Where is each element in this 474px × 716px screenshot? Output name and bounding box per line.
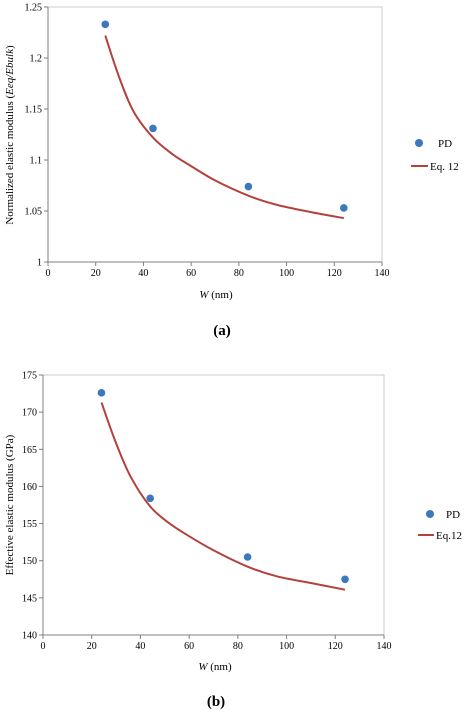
legend-label-pd: PD xyxy=(446,509,460,521)
x-tick-label: 80 xyxy=(233,641,243,652)
data-point-pd xyxy=(146,494,154,503)
legend-marker-pd xyxy=(415,139,423,147)
data-point-pd xyxy=(101,20,110,29)
chart-panel-a: 0 20 40 60 80 100 120 140 1 1.05 1.1 1.15 1.2 1.25 No… xyxy=(4,3,459,340)
y-tick-label: 1 xyxy=(37,258,42,269)
plot-area xyxy=(42,374,385,636)
x-tick-label: 40 xyxy=(135,641,145,652)
y-tick-label: 1.25 xyxy=(25,3,43,14)
y-tick-label: 140 xyxy=(22,631,37,642)
axes: 0 20 40 60 80 100 120 140 140 145 150 155 160 165 170 1… xyxy=(22,371,392,653)
x-tick-label: 0 xyxy=(41,641,46,652)
y-tick-label: 155 xyxy=(22,519,37,530)
x-tick-label: 20 xyxy=(91,268,101,279)
x-tick-label: 100 xyxy=(279,268,294,279)
panel-label: (a) xyxy=(213,323,231,339)
axes: 0 20 40 60 80 100 120 140 1 1.05 1.1 1.15 1.2 1.25 xyxy=(25,3,390,280)
y-tick-label: 1.05 xyxy=(25,207,43,218)
x-tick-label: 140 xyxy=(377,641,392,652)
series-line-eq12 xyxy=(104,35,344,220)
data-point-pd xyxy=(244,182,253,191)
curve-layer xyxy=(104,35,344,220)
x-axis-title: W (nm) xyxy=(199,289,233,301)
y-tick-label: 160 xyxy=(22,482,37,493)
data-point-pd xyxy=(243,553,252,561)
x-tick-label: 0 xyxy=(46,268,51,279)
y-tick-label: 1.15 xyxy=(25,105,43,116)
x-tick-label: 20 xyxy=(87,641,97,652)
data-point-pd xyxy=(149,124,157,133)
legend-marker-pd xyxy=(426,510,434,518)
y-tick-label: 165 xyxy=(22,445,37,456)
x-tick-label: 120 xyxy=(328,641,343,652)
plot-area xyxy=(47,6,383,263)
y-tick-label: 1.2 xyxy=(30,54,43,65)
legend: PD Eq.12 xyxy=(418,509,462,542)
y-axis-title: Normalized elastic modulus (Eeq/Ebulk) xyxy=(4,45,16,225)
data-point-pd xyxy=(340,204,348,212)
x-tick-label: 120 xyxy=(327,268,342,279)
curve-layer xyxy=(100,402,346,591)
x-tick-label: 80 xyxy=(234,268,244,279)
x-tick-label: 60 xyxy=(184,641,194,652)
y-tick-label: 1.1 xyxy=(30,156,43,167)
y-axis-title: Effective elastic modulus (GPa) xyxy=(4,434,16,575)
data-point-pd xyxy=(97,389,106,397)
data-point-pd xyxy=(341,575,349,584)
y-tick-label: 145 xyxy=(22,593,37,604)
point-layer xyxy=(97,389,349,584)
series-line-eq12 xyxy=(100,402,346,591)
legend-label-eq12: Eq. 12 xyxy=(430,161,459,173)
x-tick-label: 140 xyxy=(375,268,390,279)
x-axis-title: W (nm) xyxy=(198,661,232,673)
y-tick-label: 170 xyxy=(22,408,37,419)
panel-label: (b) xyxy=(207,694,225,710)
chart-panel-b: 0 20 40 60 80 100 120 140 140 145 150 155 160 165 170 1… xyxy=(4,371,462,711)
x-tick-label: 40 xyxy=(138,268,148,279)
legend-label-pd: PD xyxy=(438,138,452,150)
legend: PD Eq. 12 xyxy=(411,138,459,173)
y-tick-label: 175 xyxy=(22,371,37,382)
legend-label-eq12: Eq.12 xyxy=(436,530,462,542)
y-tick-label: 150 xyxy=(22,556,37,567)
x-tick-label: 60 xyxy=(186,268,196,279)
x-tick-label: 100 xyxy=(279,641,294,652)
point-layer xyxy=(101,20,348,212)
